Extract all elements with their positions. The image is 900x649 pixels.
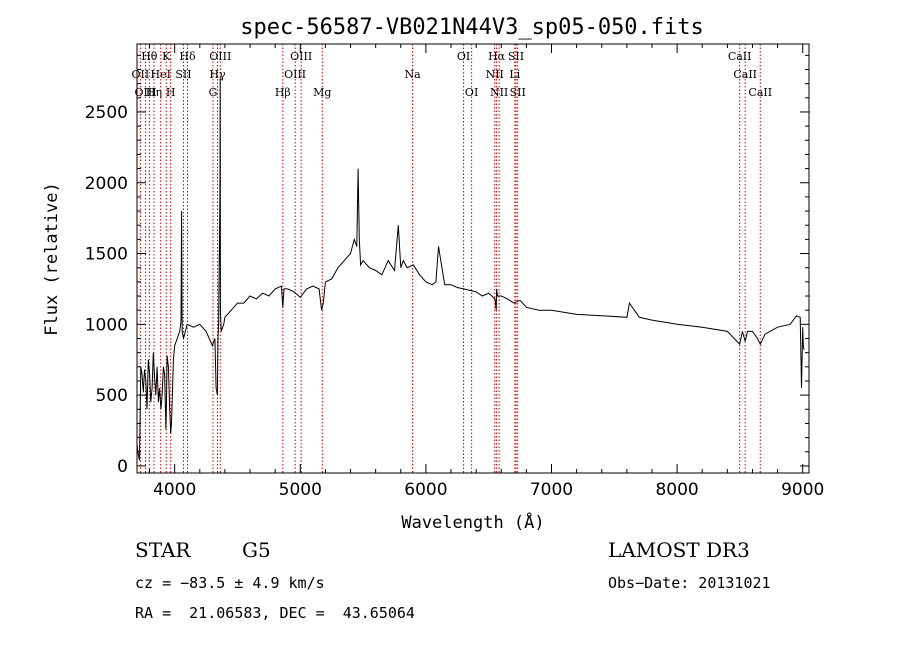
line-label-26: CaII [733,68,757,81]
line-label-15: Mg [313,86,331,99]
line-label-0: Hθ [141,50,158,63]
plot-frame [136,43,810,474]
line-label-12: Hβ [275,86,291,99]
line-label-10: Hγ [209,68,226,81]
line-label-6: SII [175,68,191,81]
observation-date: Obs−Date: 20131021 [608,574,771,592]
line-label-8: Hδ [179,50,196,63]
y-tick-label: 1000 [85,315,128,335]
line-label-11: G [209,86,218,99]
redshift-value: cz = −83.5 ± 4.9 km/s [135,574,325,592]
line-label-25: CaII [728,50,752,63]
y-tick-label: 0 [117,457,128,477]
line-label-22: SII [508,50,524,63]
x-tick-label: 4000 [153,480,196,500]
line-label-20: Hα [488,50,506,63]
line-label-1: OII [132,68,150,81]
x-axis-ticks: 4000 5000 6000 7000 8000 9000 [149,44,824,500]
spectral-line-markers [139,44,761,473]
object-subclass: G5 [242,538,271,562]
line-label-7: H [166,86,176,99]
object-class: STAR [135,538,191,562]
chart-title: spec-56587-VB021N44V3_sp05-050.fits [240,15,704,40]
x-tick-label: 6000 [404,480,447,500]
line-label-23: Li [509,68,520,81]
line-label-5: K [162,50,171,63]
line-label-16: Na [404,68,421,81]
line-label-14: OIII [290,50,312,63]
line-label-4: HeI [151,68,171,81]
y-tick-label: 500 [96,386,128,406]
y-axis-label: Flux (relative) [42,182,62,336]
survey-name: LAMOST DR3 [608,538,750,562]
line-label-24: SII [510,86,526,99]
spectrum-chart: spec-56587-VB021N44V3_sp05-050.fits Hθ OI… [42,15,824,533]
spectrum-series-line [136,76,805,461]
line-label-21: NII [490,86,508,99]
line-label-17: OI [457,50,470,63]
x-tick-label: 5000 [279,480,322,500]
x-tick-label: 9000 [781,480,824,500]
line-label-3: Hη [146,86,162,99]
y-axis-ticks: 0 500 1000 1500 2000 2500 [85,54,809,477]
coordinates: RA = 21.06583, DEC = 43.65064 [135,604,415,622]
line-label-18: OI [465,86,478,99]
x-tick-label: 8000 [655,480,698,500]
line-label-13: OIII [284,68,306,81]
y-tick-label: 2000 [85,174,128,194]
line-label-19: NII [486,68,504,81]
y-tick-label: 2500 [85,103,128,123]
y-tick-label: 1500 [85,245,128,265]
line-label-2: OIII [135,86,157,99]
x-tick-label: 7000 [530,480,573,500]
line-label-9: OIII [209,50,231,63]
x-axis-label: Wavelength (Å) [401,511,544,533]
line-label-27: CaII [748,86,772,99]
